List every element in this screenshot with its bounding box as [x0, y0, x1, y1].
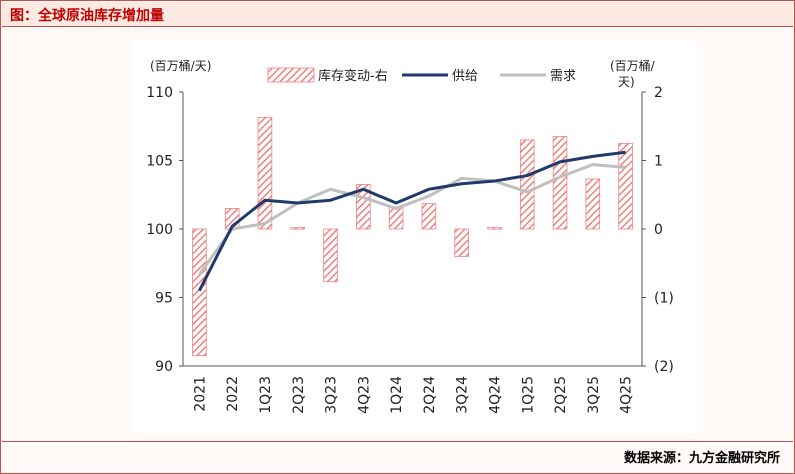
x-tick-label: 3Q24 [455, 376, 471, 414]
y-right-tick-label: 2 [654, 85, 663, 101]
x-tick-label: 4Q24 [487, 376, 503, 414]
bar-inventory-change [454, 228, 469, 257]
source-note: 数据来源：九方金融研究所 [623, 451, 780, 466]
bar-inventory-change [257, 116, 273, 230]
y-right-tick-label: (2) [654, 359, 674, 375]
line-demand [198, 163, 626, 276]
y-left-tick-label: 95 [155, 291, 173, 307]
x-tick-label: 2021 [192, 376, 208, 412]
bar-inventory-change [552, 136, 568, 230]
title-bar: 图：全球原油库存增加量 [2, 2, 793, 27]
bar-inventory-change [585, 178, 601, 230]
bar-inventory-change [519, 139, 535, 230]
legend-label-demand: 需求 [550, 69, 576, 84]
footer-divider [2, 441, 793, 442]
x-tick-label: 4Q25 [619, 376, 635, 414]
x-tick-label: 2Q23 [291, 376, 307, 414]
x-tick-label: 3Q25 [586, 376, 602, 414]
y-left-tick-label: 100 [146, 222, 173, 238]
y-left-tick-label: 110 [146, 85, 173, 101]
y-left-unit-label: (百万桶/天) [150, 58, 211, 73]
figure-title: 图：全球原油库存增加量 [10, 8, 164, 24]
y-right-tick-label: 0 [654, 222, 663, 238]
x-tick-label: 1Q25 [520, 376, 536, 414]
x-tick-label: 2Q24 [422, 376, 438, 414]
line-supply [198, 150, 626, 292]
bar-inventory-change [323, 228, 338, 283]
legend-label-inventory: 库存变动-右 [318, 68, 388, 84]
bar-inventory-change [421, 203, 437, 230]
legend-label-supply: 供给 [452, 69, 478, 84]
bar-inventory-change [618, 142, 633, 230]
y-left-tick-label: 90 [155, 359, 173, 375]
y-right-tick-label: (1) [654, 291, 674, 307]
y-right-unit-label: (百万桶/ [610, 58, 656, 73]
x-tick-label: 3Q23 [324, 376, 340, 414]
bar-inventory-change [487, 227, 502, 230]
x-tick-label: 2Q25 [553, 376, 569, 414]
legend-swatch-inventory [267, 67, 315, 83]
x-tick-label: 1Q24 [389, 376, 405, 414]
x-tick-label: 2022 [225, 376, 241, 412]
y-left-tick-label: 105 [146, 154, 173, 170]
bar-inventory-change [388, 206, 404, 230]
x-tick-label: 1Q23 [258, 376, 274, 414]
bar-inventory-change [192, 228, 207, 357]
y-right-unit-label-cont: 天) [618, 75, 635, 89]
x-tick-label: 4Q23 [356, 376, 372, 414]
y-right-tick-label: 1 [654, 154, 663, 170]
bar-inventory-change [290, 227, 306, 230]
